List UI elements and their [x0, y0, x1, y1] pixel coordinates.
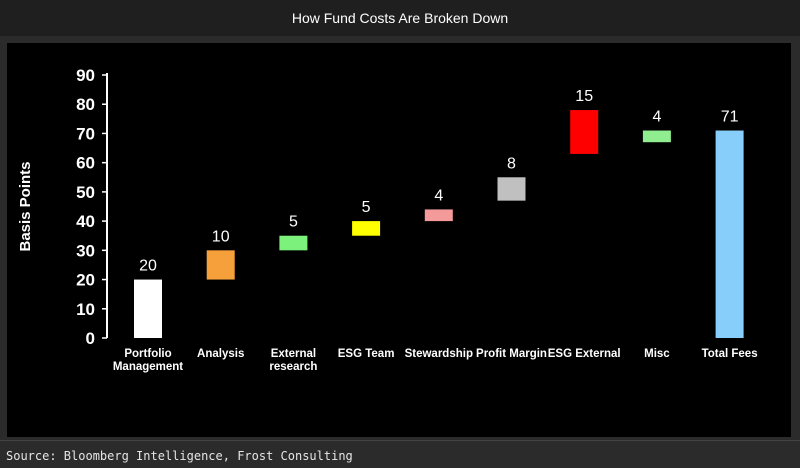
- source-footer: Source: Bloomberg Intelligence, Frost Co…: [0, 440, 800, 468]
- bar-7: [642, 130, 671, 143]
- x-category-label: research: [269, 361, 317, 373]
- source-note: Source: Bloomberg Intelligence, Frost Co…: [6, 449, 353, 463]
- y-tick-label: 40: [76, 212, 95, 231]
- bar-value-label: 20: [139, 258, 157, 275]
- x-category-label: Total Fees: [702, 348, 758, 360]
- y-tick-label: 80: [76, 95, 95, 114]
- bar-4: [424, 209, 453, 222]
- x-category-label: Analysis: [197, 348, 244, 360]
- bar-2: [279, 235, 308, 251]
- y-tick-label: 50: [76, 183, 95, 202]
- y-tick-label: 30: [76, 241, 95, 260]
- x-category-label: External: [271, 348, 316, 360]
- chart-header: How Fund Costs Are Broken Down: [0, 0, 800, 36]
- chart-panel: 0 10 20 30 40 50 60 70 80 90 Basis Points 20 Portfol…: [7, 43, 791, 437]
- bar-value-label: 4: [652, 109, 661, 126]
- x-category-label: ESG Team: [338, 348, 395, 360]
- y-tick-label: 70: [76, 124, 95, 143]
- y-tick-label: 60: [76, 154, 95, 173]
- x-category-label: Portfolio: [124, 348, 171, 360]
- x-category-label: Profit Margin: [476, 348, 547, 360]
- bar-1: [206, 250, 235, 280]
- bar-value-label: 15: [575, 88, 593, 105]
- bar-3: [352, 221, 381, 236]
- y-tick-label: 10: [76, 300, 95, 319]
- bar-0: [134, 279, 162, 338]
- y-tick-label: 90: [76, 66, 95, 85]
- y-tick-label: 0: [86, 329, 95, 348]
- bar-value-label: 8: [507, 155, 516, 172]
- bar-8: [715, 130, 744, 338]
- x-category-label: Misc: [644, 348, 670, 360]
- bar-5: [497, 177, 526, 201]
- bar-value-label: 10: [212, 228, 230, 245]
- x-category-label: ESG External: [548, 348, 621, 360]
- y-tick-label: 20: [76, 271, 95, 290]
- x-category-label: Stewardship: [405, 348, 473, 360]
- x-category-label: Management: [113, 361, 183, 373]
- bar-value-label: 71: [721, 109, 739, 126]
- page-title: How Fund Costs Are Broken Down: [291, 10, 509, 26]
- waterfall-chart: 0 10 20 30 40 50 60 70 80 90 Basis Points 20 Portfol…: [17, 66, 758, 373]
- bar-value-label: 4: [434, 187, 443, 204]
- bar-value-label: 5: [362, 199, 371, 216]
- y-axis-title: Basis Points: [17, 161, 34, 251]
- bar-6: [570, 110, 599, 154]
- bar-value-label: 5: [289, 214, 298, 231]
